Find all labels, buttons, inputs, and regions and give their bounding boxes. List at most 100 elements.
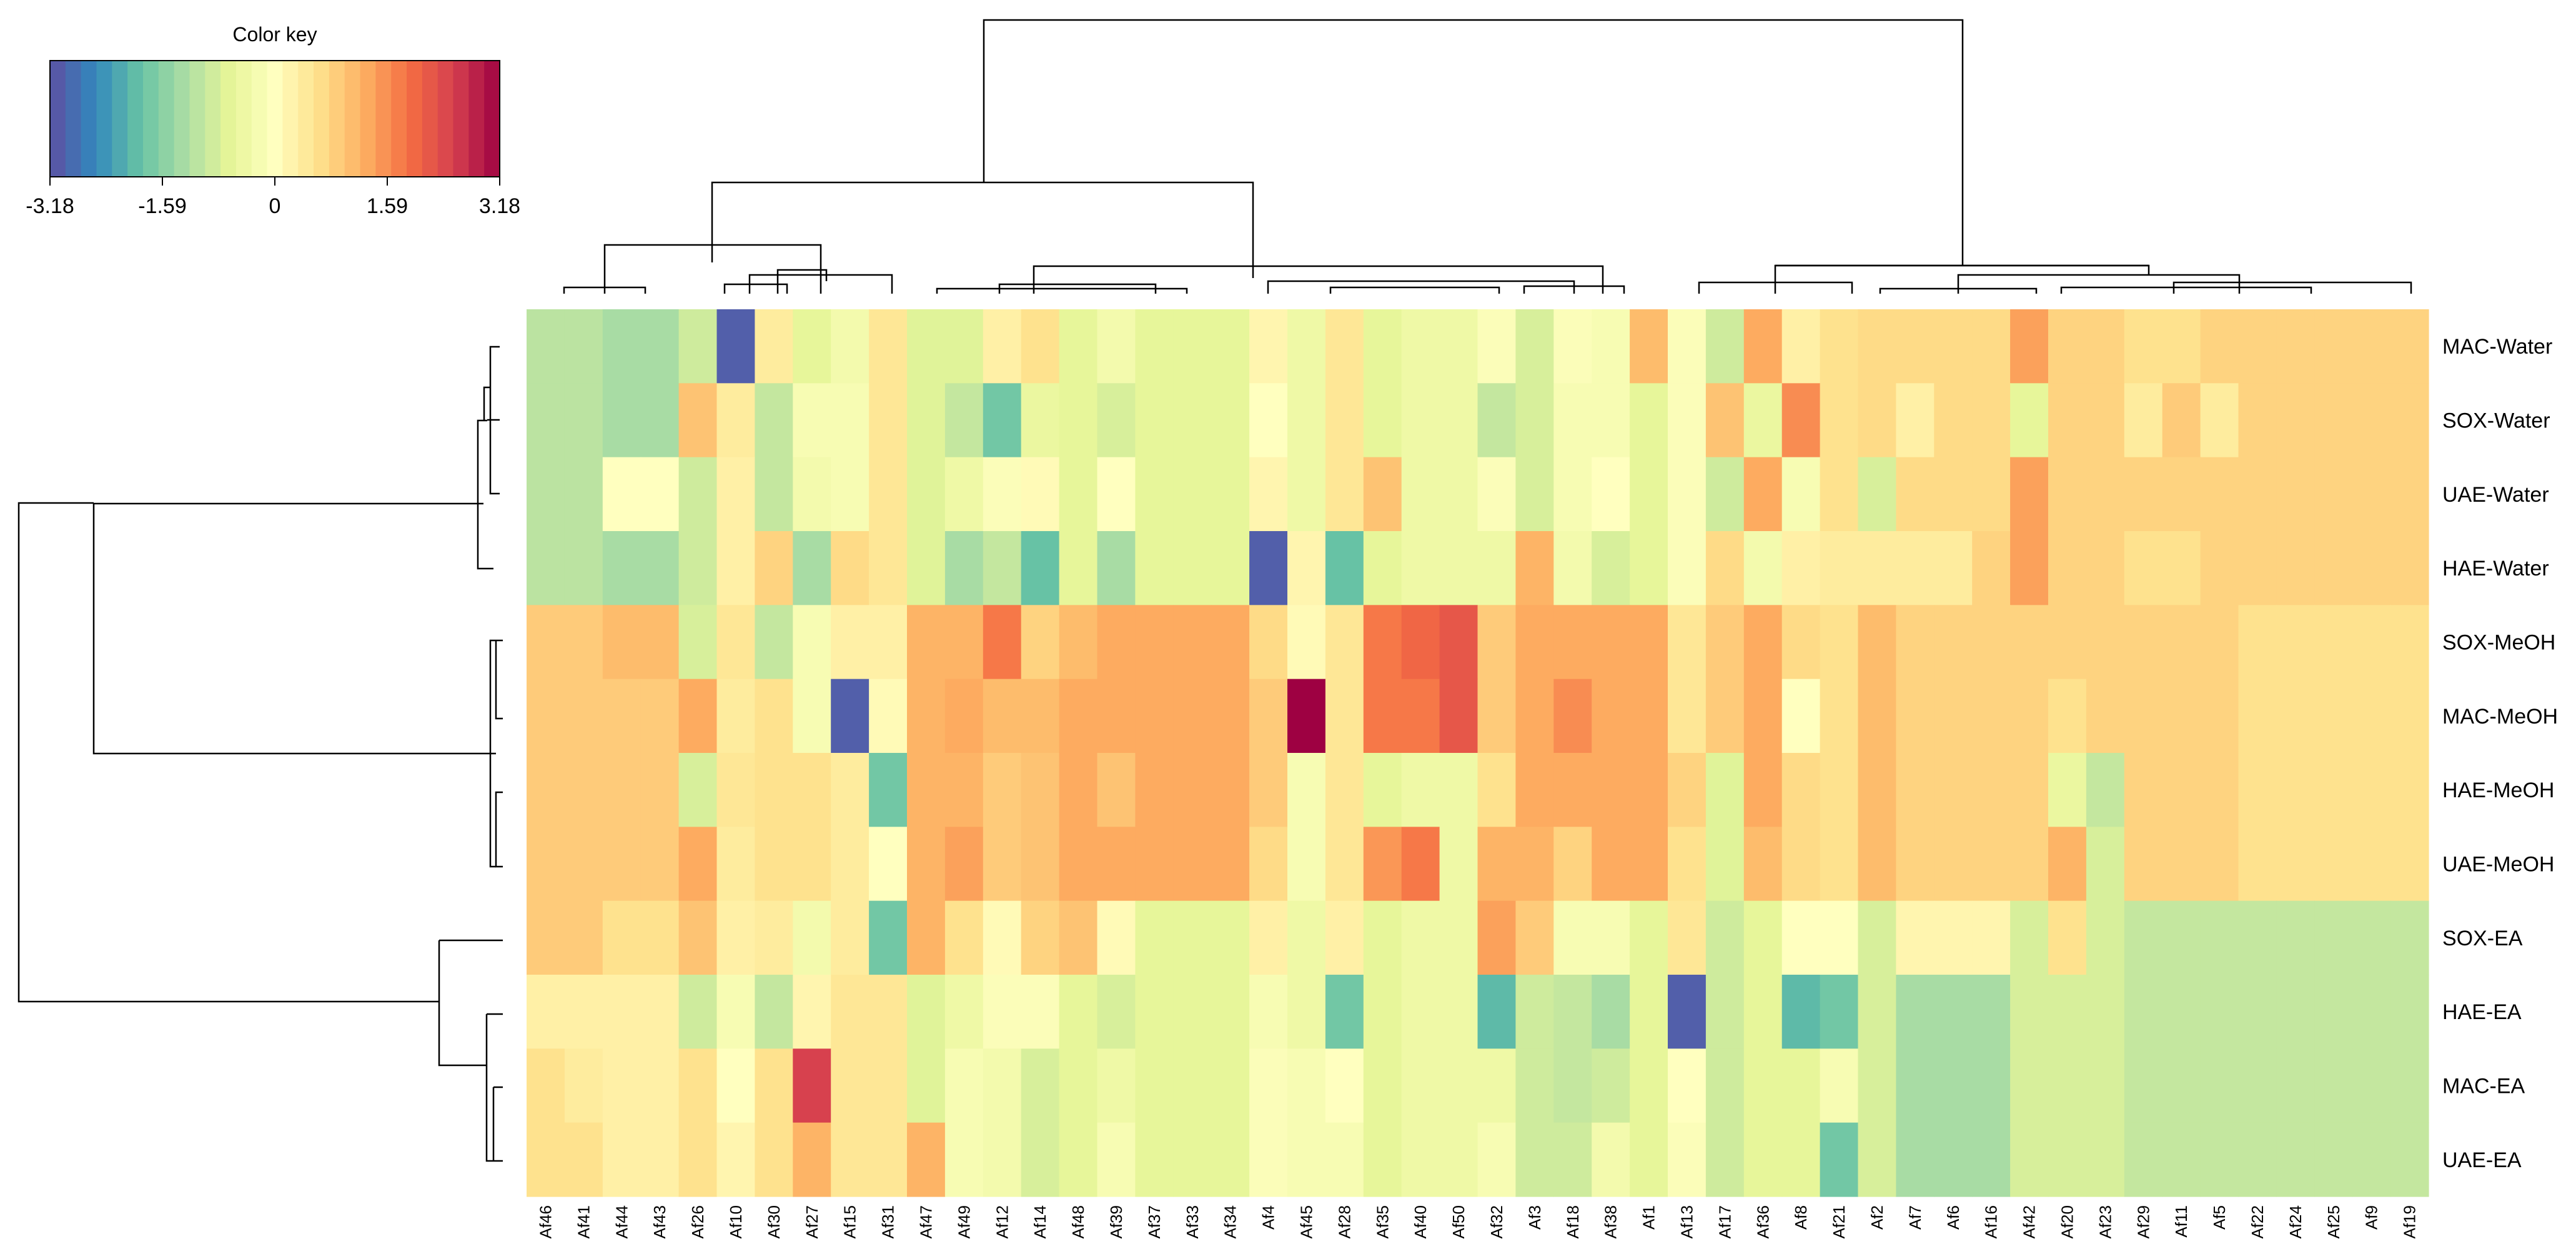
heatmap-cell (2276, 1048, 2315, 1123)
heatmap-cell (1934, 383, 1973, 458)
heatmap-cell (1515, 605, 1554, 680)
heatmap-cell (831, 900, 869, 975)
heatmap-cell (2200, 457, 2239, 532)
heatmap-cell (678, 1048, 718, 1123)
heatmap-cell (944, 309, 984, 384)
heatmap-cell (1553, 457, 1592, 532)
heatmap-cell (1401, 900, 1440, 975)
heatmap-cell (2390, 900, 2429, 975)
heatmap-cell (716, 753, 755, 827)
heatmap-cell (2124, 309, 2163, 384)
heatmap-cell (2352, 1122, 2391, 1197)
heatmap-cell (1934, 753, 1973, 827)
column-label: Af33 (1183, 1205, 1202, 1239)
heatmap-cell (2276, 975, 2315, 1049)
heatmap-cell (2314, 605, 2353, 680)
heatmap-cell (678, 531, 718, 605)
row-label: SOX-MeOH (2442, 631, 2555, 655)
heatmap-cell (907, 605, 946, 680)
heatmap-cell (907, 827, 946, 902)
heatmap-cell (1896, 457, 1934, 532)
heatmap-cell (2124, 531, 2163, 605)
heatmap-cell (1515, 1122, 1554, 1197)
heatmap-cell (2390, 383, 2429, 458)
heatmap-cell (2124, 827, 2163, 902)
heatmap-cell (1135, 679, 1174, 754)
heatmap-cell (1173, 975, 1212, 1049)
heatmap-cell (1439, 753, 1479, 827)
heatmap-cell (1325, 975, 1364, 1049)
heatmap-cell (640, 900, 680, 975)
heatmap-cell (1630, 753, 1668, 827)
row-dendrogram (17, 346, 503, 1162)
row-dendro-water-3 (483, 386, 490, 420)
heatmap-cell (755, 457, 793, 532)
heatmap-cell (831, 1048, 869, 1123)
heatmap-cell (2162, 531, 2201, 605)
heatmap-cell (2200, 827, 2239, 902)
heatmap-cell (1858, 900, 1896, 975)
heatmap-cell (1743, 531, 1783, 605)
heatmap-cell (640, 1122, 680, 1197)
column-label: Af49 (954, 1205, 973, 1239)
heatmap-cell (1211, 1048, 1250, 1123)
heatmap-cell (1135, 309, 1174, 384)
heatmap-cell (869, 975, 908, 1049)
heatmap-cell (1325, 457, 1364, 532)
heatmap-cell (527, 753, 565, 827)
heatmap-cell (755, 679, 793, 754)
heatmap-cell (678, 1122, 718, 1197)
heatmap-cell (1477, 1122, 1516, 1197)
heatmap-cell (2010, 383, 2049, 458)
heatmap-cell (944, 1122, 984, 1197)
heatmap-cell (2162, 457, 2201, 532)
heatmap-cell (944, 827, 984, 902)
heatmap-cell (716, 1122, 755, 1197)
heatmap-cell (2390, 827, 2429, 902)
heatmap-cell (640, 605, 680, 680)
heatmap-cell (1896, 383, 1934, 458)
heatmap-cell (527, 1122, 565, 1197)
heatmap-cell (983, 753, 1022, 827)
heatmap-cell (2238, 827, 2277, 902)
heatmap-cell (1249, 1122, 1288, 1197)
heatmap-cell (2276, 531, 2315, 605)
heatmap-cell (1135, 457, 1174, 532)
color-key-swatch (251, 61, 268, 177)
heatmap-cell (1097, 531, 1136, 605)
heatmap-cell (944, 753, 984, 827)
heatmap-cell (793, 457, 831, 532)
column-label: Af32 (1487, 1205, 1506, 1239)
color-key-swatch (282, 61, 299, 177)
heatmap-cell (678, 975, 718, 1049)
heatmap-cell (2314, 383, 2353, 458)
heatmap-cell (2314, 1122, 2353, 1197)
heatmap-cell (1401, 531, 1440, 605)
heatmap-cell (1515, 827, 1554, 902)
heatmap-cell (1287, 679, 1326, 754)
heatmap-cell (527, 900, 565, 975)
column-label: Af27 (803, 1205, 821, 1239)
heatmap-cell (564, 1122, 603, 1197)
heatmap-cell (2314, 975, 2353, 1049)
heatmap-cell (1668, 679, 1707, 754)
heatmap-cell (1896, 679, 1934, 754)
heatmap-cell (1021, 457, 1060, 532)
heatmap-cell (1781, 309, 1821, 384)
heatmap-cell (1211, 457, 1250, 532)
heatmap-cell (2238, 531, 2277, 605)
color-key-axis: -3.18 -1.59 0 1.59 3.18 (26, 176, 520, 218)
heatmap-cell (1553, 1122, 1592, 1197)
heatmap-cell (2200, 1122, 2239, 1197)
heatmap-cell (983, 531, 1022, 605)
heatmap-cell (869, 679, 908, 754)
col-dendro-left (711, 181, 1254, 278)
column-label: Af13 (1677, 1205, 1696, 1239)
heatmap-cell (1668, 457, 1707, 532)
heatmap-cell (1972, 975, 2011, 1049)
heatmap-cell (1743, 309, 1783, 384)
row-dendro-root (17, 502, 439, 1003)
heatmap-cell (564, 753, 603, 827)
heatmap-cell (1972, 309, 2011, 384)
heatmap-cell (640, 827, 680, 902)
